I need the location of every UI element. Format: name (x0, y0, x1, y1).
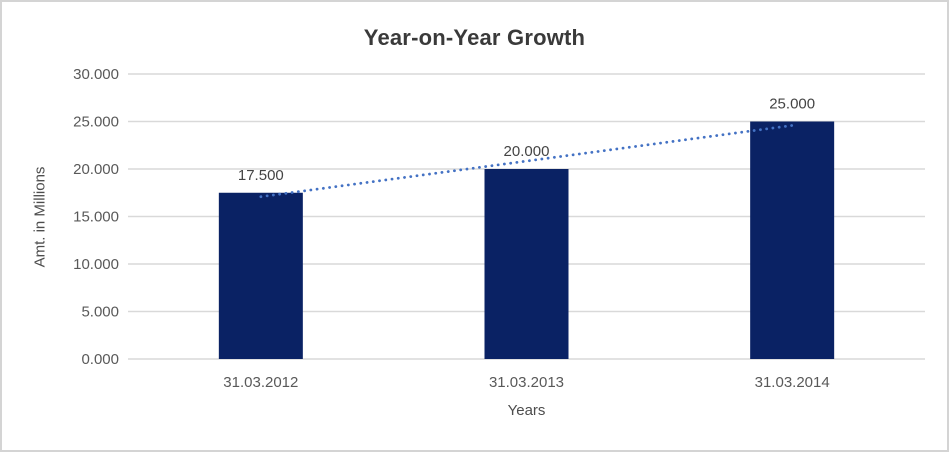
bar-value-label: 20.000 (504, 143, 550, 160)
y-tick-label: 5.000 (81, 304, 119, 321)
x-tick-label: 31.03.2014 (755, 374, 830, 391)
bar-value-label: 25.000 (769, 96, 815, 113)
bar-value-label: 17.500 (238, 167, 284, 184)
bar-31.03.2012 (218, 192, 303, 359)
y-tick-label: 25.000 (73, 114, 119, 131)
y-tick-label: 30.000 (73, 66, 119, 83)
y-tick-label: 20.000 (73, 161, 119, 178)
x-axis-title: Years (507, 402, 546, 419)
bar-31.03.2013 (484, 169, 569, 359)
trendline (259, 124, 794, 199)
x-tick-label: 31.03.2013 (489, 374, 564, 391)
chart-title: Year-on-Year Growth (363, 25, 586, 50)
bar-31.03.2014 (750, 121, 835, 359)
y-tick-label: 15.000 (73, 209, 119, 226)
y-tick-label: 10.000 (73, 256, 119, 273)
x-tick-label: 31.03.2012 (223, 374, 298, 391)
y-tick-label: 0.000 (81, 351, 119, 368)
